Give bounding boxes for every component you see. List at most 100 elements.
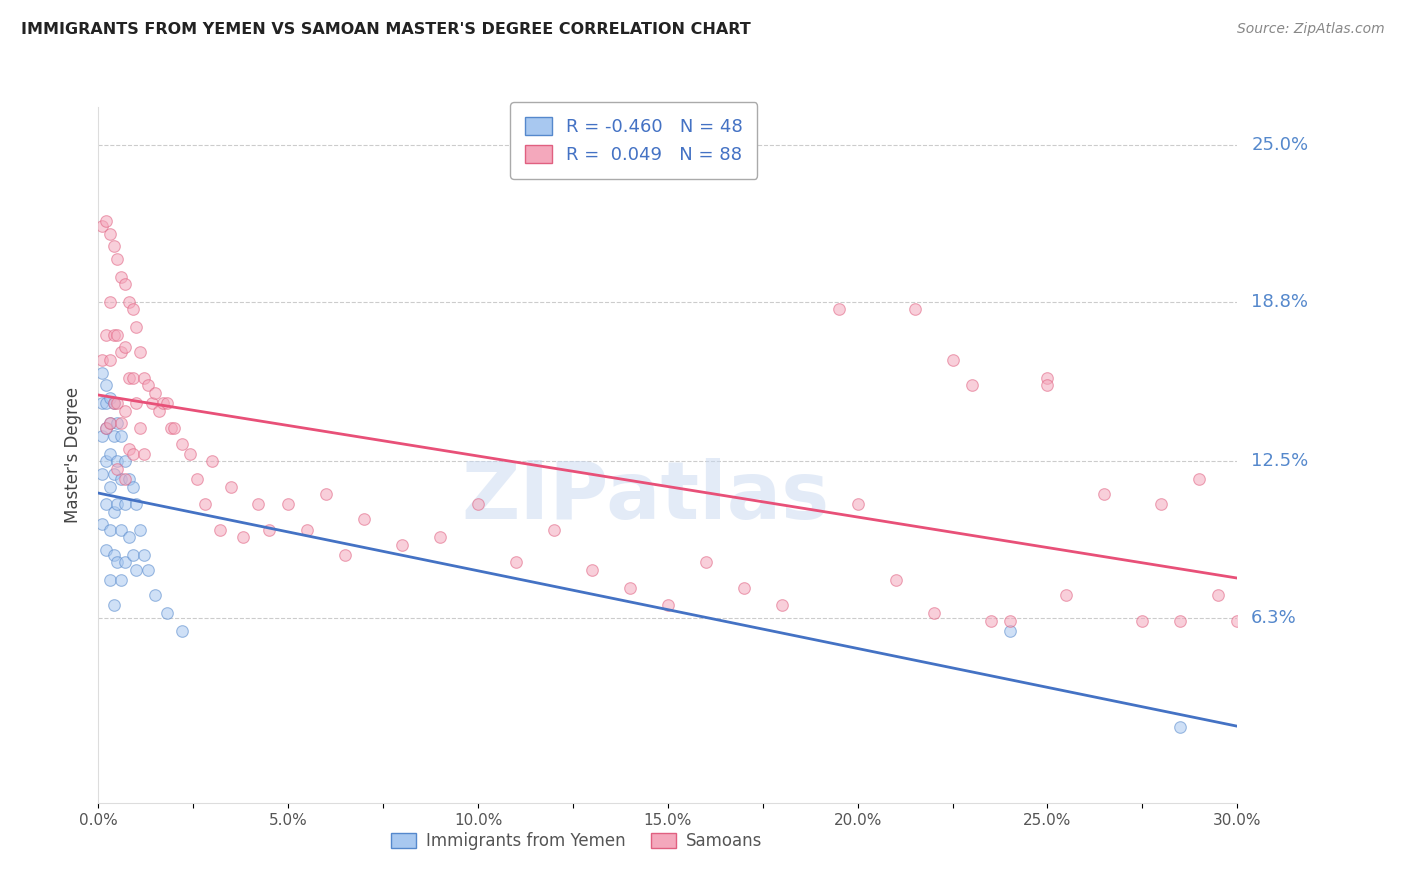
Point <box>114 277 136 292</box>
Point <box>132 447 155 461</box>
Point <box>467 497 489 511</box>
Point <box>277 497 299 511</box>
Point <box>110 523 132 537</box>
Point <box>94 378 117 392</box>
Point <box>107 252 129 266</box>
Text: 25.0%: 25.0% <box>1251 136 1309 154</box>
Point <box>98 523 121 537</box>
Point <box>98 227 121 241</box>
Point <box>543 523 565 537</box>
Point <box>125 320 148 334</box>
Point <box>998 624 1021 638</box>
Point <box>152 396 174 410</box>
Point <box>107 462 129 476</box>
Point <box>194 497 217 511</box>
Text: IMMIGRANTS FROM YEMEN VS SAMOAN MASTER'S DEGREE CORRELATION CHART: IMMIGRANTS FROM YEMEN VS SAMOAN MASTER'S… <box>21 22 751 37</box>
Point <box>619 581 641 595</box>
Point <box>163 421 186 435</box>
Point <box>103 327 125 342</box>
Point <box>110 573 132 587</box>
Point <box>1150 497 1173 511</box>
Point <box>91 366 114 380</box>
Point <box>657 599 679 613</box>
Point <box>942 353 965 368</box>
Point <box>94 214 117 228</box>
Point <box>91 467 114 481</box>
Point <box>125 396 148 410</box>
Point <box>884 573 907 587</box>
Point <box>201 454 224 468</box>
Point <box>91 219 114 233</box>
Point <box>733 581 755 595</box>
Point <box>110 472 132 486</box>
Point <box>125 497 148 511</box>
Point <box>353 512 375 526</box>
Point <box>118 472 141 486</box>
Point <box>98 447 121 461</box>
Point <box>246 497 269 511</box>
Point <box>297 523 319 537</box>
Point <box>125 563 148 577</box>
Point <box>179 447 201 461</box>
Point <box>581 563 603 577</box>
Point <box>208 523 231 537</box>
Point <box>103 548 125 562</box>
Point <box>98 479 121 493</box>
Point <box>98 353 121 368</box>
Point <box>103 429 125 443</box>
Point <box>107 556 129 570</box>
Point <box>121 479 143 493</box>
Point <box>1170 614 1192 628</box>
Point <box>121 302 143 317</box>
Point <box>98 294 121 309</box>
Point <box>107 396 129 410</box>
Point <box>505 556 527 570</box>
Point <box>114 497 136 511</box>
Point <box>91 353 114 368</box>
Y-axis label: Master's Degree: Master's Degree <box>65 387 83 523</box>
Point <box>110 269 132 284</box>
Point <box>1094 487 1116 501</box>
Point <box>979 614 1001 628</box>
Point <box>1036 370 1059 384</box>
Point <box>107 327 129 342</box>
Point <box>94 542 117 557</box>
Point <box>103 396 125 410</box>
Point <box>98 391 121 405</box>
Point <box>91 396 114 410</box>
Point <box>315 487 337 501</box>
Text: ZIPatlas: ZIPatlas <box>461 458 830 536</box>
Point <box>1132 614 1154 628</box>
Point <box>170 436 193 450</box>
Point <box>159 421 181 435</box>
Point <box>132 370 155 384</box>
Point <box>121 548 143 562</box>
Point <box>998 614 1021 628</box>
Point <box>156 396 179 410</box>
Point <box>145 588 167 602</box>
Point <box>1056 588 1078 602</box>
Point <box>98 417 121 431</box>
Point <box>94 454 117 468</box>
Point <box>103 396 125 410</box>
Point <box>770 599 793 613</box>
Point <box>91 429 114 443</box>
Point <box>1188 472 1211 486</box>
Point <box>103 239 125 253</box>
Point <box>922 606 945 620</box>
Point <box>136 378 159 392</box>
Point <box>94 327 117 342</box>
Point <box>114 403 136 417</box>
Point <box>132 548 155 562</box>
Point <box>91 517 114 532</box>
Point <box>221 479 243 493</box>
Point <box>110 429 132 443</box>
Point <box>429 530 451 544</box>
Point <box>259 523 281 537</box>
Point <box>186 472 208 486</box>
Point <box>335 548 357 562</box>
Text: 18.8%: 18.8% <box>1251 293 1308 310</box>
Point <box>828 302 851 317</box>
Point <box>103 467 125 481</box>
Point <box>846 497 869 511</box>
